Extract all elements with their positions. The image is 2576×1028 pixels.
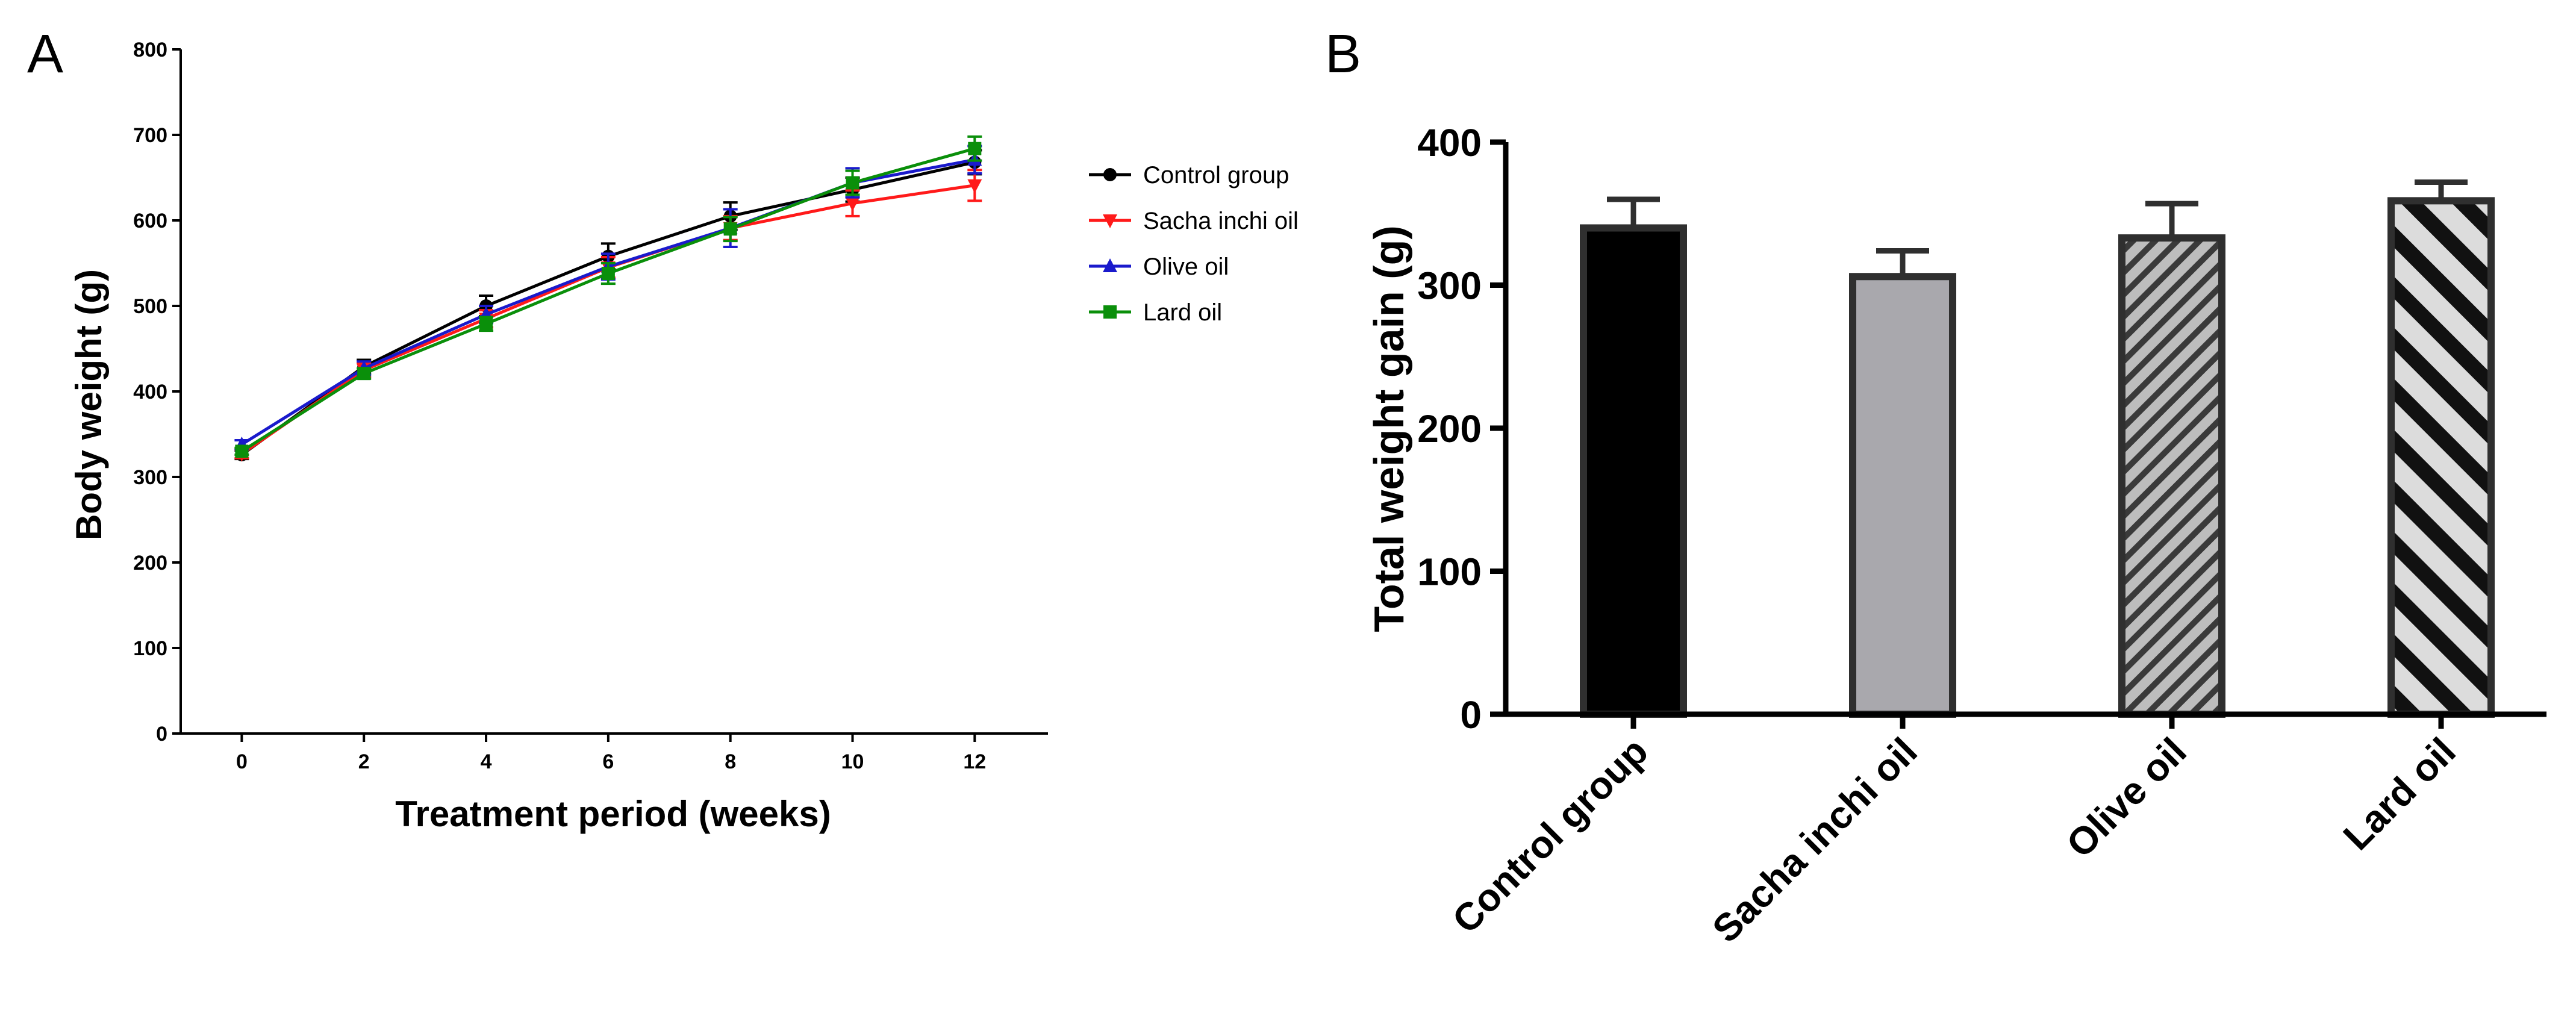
legend-label: Sacha inchi oil [1143, 208, 1299, 234]
legend-label: Olive oil [1143, 254, 1229, 280]
legend-marker [1103, 168, 1117, 181]
series-line [240, 184, 975, 455]
series-line [240, 161, 975, 456]
bar [2387, 197, 2495, 718]
x-tick-label-a: 2 [358, 750, 370, 773]
x-axis-title-a: Treatment period (weeks) [395, 794, 831, 834]
y-tick-label-a: 300 [133, 466, 167, 489]
x-tick-label-a: 12 [963, 750, 986, 773]
data-point [601, 267, 615, 281]
x-tick-label-a: 6 [602, 750, 614, 773]
bar-group [2387, 179, 2495, 718]
bar-group [1849, 248, 1956, 718]
x-tick-label-a: 8 [725, 750, 736, 773]
data-point [357, 367, 371, 381]
series-olive-oil [234, 145, 982, 451]
data-point [846, 176, 859, 190]
legend-label: Lard oil [1143, 299, 1222, 326]
bar-group [1580, 196, 1687, 718]
panel-label-a: A [27, 24, 63, 84]
bar [1849, 273, 1956, 718]
legend-marker [1103, 258, 1117, 272]
legend: Control group Sacha inchi oil Olive oil Lar… [1089, 162, 1299, 326]
data-point [723, 222, 737, 236]
series-sacha-inchi-oil [234, 169, 982, 462]
y-tick-label-a: 0 [156, 723, 167, 746]
series-a [234, 135, 982, 462]
data-point [967, 179, 982, 193]
category-label: Control group [1444, 729, 1656, 942]
legend-entry: Olive oil [1089, 254, 1229, 280]
y-axis-title-a: Body weight (g) [69, 269, 109, 540]
line-chart-panel-a: 0 100 200 300 400 500 600 700 800 0 2 4 6 8 10 12 Cont… [69, 39, 1299, 834]
y-ticks-b: 0 100 200 300 400 [1417, 121, 1506, 737]
y-tick-label-b: 200 [1417, 407, 1482, 450]
y-tick-label-b: 100 [1417, 550, 1482, 594]
category-label: Lard oil [2335, 729, 2464, 858]
y-tick-label-b: 300 [1417, 264, 1482, 308]
bar [2118, 234, 2225, 718]
x-tick-label-a: 0 [236, 750, 248, 773]
y-tick-label-a: 400 [133, 381, 167, 403]
legend-entry: Control group [1089, 162, 1289, 188]
panel-label-b: B [1325, 24, 1361, 84]
y-tick-label-a: 800 [133, 39, 167, 61]
legend-marker [1103, 305, 1117, 319]
y-ticks-a: 0 100 200 300 400 500 600 700 800 [133, 39, 181, 746]
y-tick-label-a: 700 [133, 124, 167, 147]
legend-entry: Sacha inchi oil [1089, 208, 1299, 234]
x-ticks-a: 0 2 4 6 8 10 12 [236, 734, 986, 773]
bars-b [1580, 179, 2495, 718]
data-point [479, 317, 493, 331]
category-label: Olive oil [2058, 729, 2195, 866]
legend-entry: Lard oil [1089, 299, 1222, 326]
bar [1580, 224, 1687, 718]
data-point [235, 444, 249, 458]
category-label: Sacha inchi oil [1704, 729, 1926, 951]
bar-chart-panel-b: 0 100 200 300 400 Control group Sacha inchi o… [1365, 121, 2546, 951]
y-tick-label-b: 0 [1460, 693, 1482, 737]
legend-label: Control group [1143, 162, 1289, 188]
y-tick-label-a: 200 [133, 552, 167, 575]
axes-a [179, 49, 1048, 735]
y-tick-label-b: 400 [1417, 121, 1482, 164]
x-tick-label-a: 10 [841, 750, 864, 773]
bar-group [2118, 201, 2225, 718]
series-control-group [234, 149, 982, 462]
series-line [241, 147, 975, 453]
data-point [968, 142, 982, 155]
y-axis-title-b: Total weight gain (g) [1365, 225, 1412, 632]
data-point [845, 197, 860, 211]
y-tick-label-a: 500 [133, 295, 167, 318]
category-labels-b: Control group Sacha inchi oil Olive oil Lar… [1444, 714, 2464, 951]
x-tick-label-a: 4 [481, 750, 492, 773]
y-tick-label-a: 600 [133, 210, 167, 232]
legend-marker [1103, 214, 1117, 228]
y-tick-label-a: 100 [133, 637, 167, 660]
series-lard-oil [234, 135, 982, 458]
